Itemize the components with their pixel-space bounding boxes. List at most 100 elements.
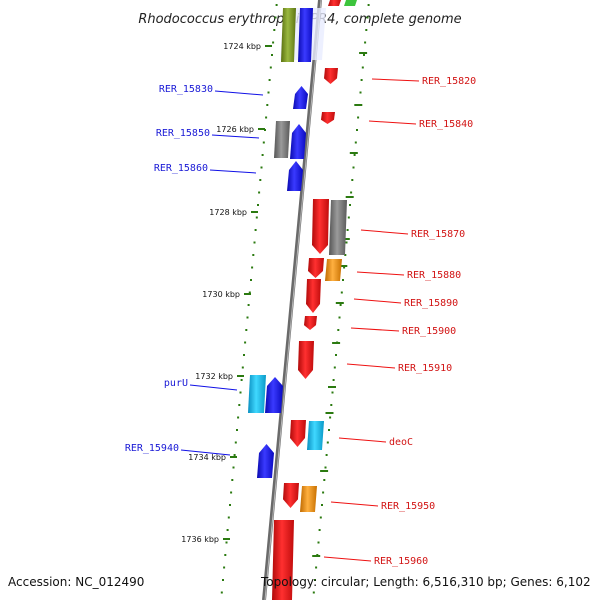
- ring-dot: [354, 141, 357, 144]
- gene-glyph[interactable]: [328, 0, 341, 6]
- gene-glyph[interactable]: [306, 279, 321, 313]
- gene-label-left[interactable]: RER_15830: [159, 84, 213, 95]
- gene-glyph[interactable]: [321, 112, 335, 124]
- gene-glyph[interactable]: [325, 259, 342, 281]
- label-leader-line: [323, 556, 372, 562]
- gene-label-right[interactable]: RER_15870: [411, 229, 465, 240]
- gene-label-right[interactable]: RER_15840: [419, 119, 473, 130]
- ring-dot: [237, 416, 240, 419]
- ring-dot: [248, 291, 251, 294]
- gene-glyph[interactable]: [257, 444, 274, 478]
- gene-glyph[interactable]: [283, 483, 299, 508]
- gene-glyph[interactable]: [248, 375, 266, 413]
- ring-dash: [349, 152, 358, 154]
- gene-glyph[interactable]: [293, 86, 308, 109]
- ring-dot: [272, 41, 275, 44]
- ring-dot: [321, 504, 323, 506]
- gene-glyph[interactable]: [329, 200, 347, 255]
- gene-label-left[interactable]: RER_15940: [125, 443, 179, 454]
- ring-dot: [238, 404, 241, 406]
- gene-label-right[interactable]: RER_15820: [422, 76, 476, 87]
- ring-dot: [230, 491, 233, 494]
- ring-dot: [225, 541, 228, 544]
- gene-label-left[interactable]: RER_15850: [156, 128, 210, 139]
- gene-labels-right[interactable]: RER_15820 RER_15840 RER_15870 RER_15880 RER_…: [323, 76, 476, 567]
- label-leader-line: [353, 298, 402, 304]
- gene-label-right[interactable]: RER_15950: [381, 501, 435, 512]
- scale-mark-label: 1726 kbp: [216, 125, 254, 134]
- gene-glyph[interactable]: [308, 258, 324, 278]
- scale-tick: [258, 128, 265, 130]
- gene-label-right[interactable]: RER_15880: [407, 270, 461, 281]
- ring-dot: [273, 29, 276, 31]
- ring-dot: [255, 216, 258, 219]
- ring-dot: [267, 91, 270, 94]
- gene-labels-left[interactable]: RER_15830 RER_15850 RER_15860 purU RER_15940: [125, 84, 264, 456]
- ring-dash: [312, 555, 321, 557]
- gene-glyph[interactable]: [298, 341, 314, 379]
- gene-label-right[interactable]: deoC: [389, 437, 413, 448]
- ring-dot: [325, 454, 328, 456]
- label-leader-line: [214, 90, 264, 96]
- gene-glyph[interactable]: [290, 420, 306, 447]
- gene-glyph[interactable]: [304, 316, 317, 330]
- gene-label-left[interactable]: purU: [164, 378, 188, 389]
- ring-dot: [275, 4, 278, 6]
- ring-dash: [359, 52, 368, 54]
- ring-dot: [337, 329, 340, 331]
- ring-dot: [314, 579, 316, 581]
- ring-dot: [347, 216, 350, 219]
- gene-glyph[interactable]: [290, 124, 306, 159]
- gene-glyphs[interactable]: [248, 0, 357, 600]
- ring-dot: [266, 104, 269, 106]
- gene-glyph[interactable]: [344, 0, 357, 6]
- ring-dot: [251, 266, 254, 269]
- ring-dash: [328, 386, 336, 388]
- ring-dot: [329, 416, 332, 419]
- ring-dot: [222, 579, 224, 581]
- scale-marks: 1724 kbp 1726 kbp 1728 kbp 1730 kbp 1732 kbp…: [181, 42, 272, 544]
- gene-glyph[interactable]: [312, 199, 329, 254]
- gene-glyph[interactable]: [287, 161, 303, 191]
- ring-dot: [259, 179, 262, 181]
- ring-dot: [342, 279, 344, 281]
- gene-glyph[interactable]: [307, 421, 324, 450]
- ring-dot: [247, 304, 250, 306]
- ring-dot: [244, 341, 247, 344]
- ring-dot: [269, 66, 272, 69]
- ring-dot: [240, 379, 243, 381]
- gene-label-right[interactable]: RER_15900: [402, 326, 456, 337]
- gene-glyph[interactable]: [265, 377, 283, 413]
- ring-dot: [229, 504, 231, 506]
- ring-dot: [234, 441, 237, 444]
- ring-dot: [226, 529, 229, 531]
- ring-dot: [312, 591, 315, 594]
- scale-mark-label: 1736 kbp: [181, 535, 219, 544]
- ring-dot: [340, 291, 343, 294]
- ring-dot: [245, 329, 248, 331]
- gene-glyph[interactable]: [324, 68, 338, 84]
- ring-dot: [338, 316, 341, 319]
- gene-glyph[interactable]: [281, 8, 296, 62]
- genome-backbone: [262, 0, 322, 600]
- ring-dot: [345, 241, 348, 244]
- gene-glyph[interactable]: [298, 8, 313, 62]
- gene-label-right[interactable]: RER_15910: [398, 363, 452, 374]
- gene-label-right[interactable]: RER_15890: [404, 298, 458, 309]
- gene-glyph[interactable]: [272, 520, 294, 600]
- gene-glyph[interactable]: [300, 486, 317, 512]
- gene-label-left[interactable]: RER_15860: [154, 163, 208, 174]
- gene-glyph[interactable]: [274, 121, 290, 158]
- scale-mark-label: 1724 kbp: [223, 42, 261, 51]
- gene-label-right[interactable]: RER_15960: [374, 556, 428, 567]
- scale-tick: [251, 211, 258, 213]
- ring-dot: [274, 16, 277, 19]
- ring-dot: [350, 191, 353, 194]
- ring-dot: [360, 79, 363, 81]
- label-leader-line: [180, 449, 231, 456]
- ring-dash: [339, 265, 348, 267]
- ring-dot: [260, 166, 263, 169]
- ring-dot: [223, 566, 226, 569]
- scale-tick: [237, 375, 244, 377]
